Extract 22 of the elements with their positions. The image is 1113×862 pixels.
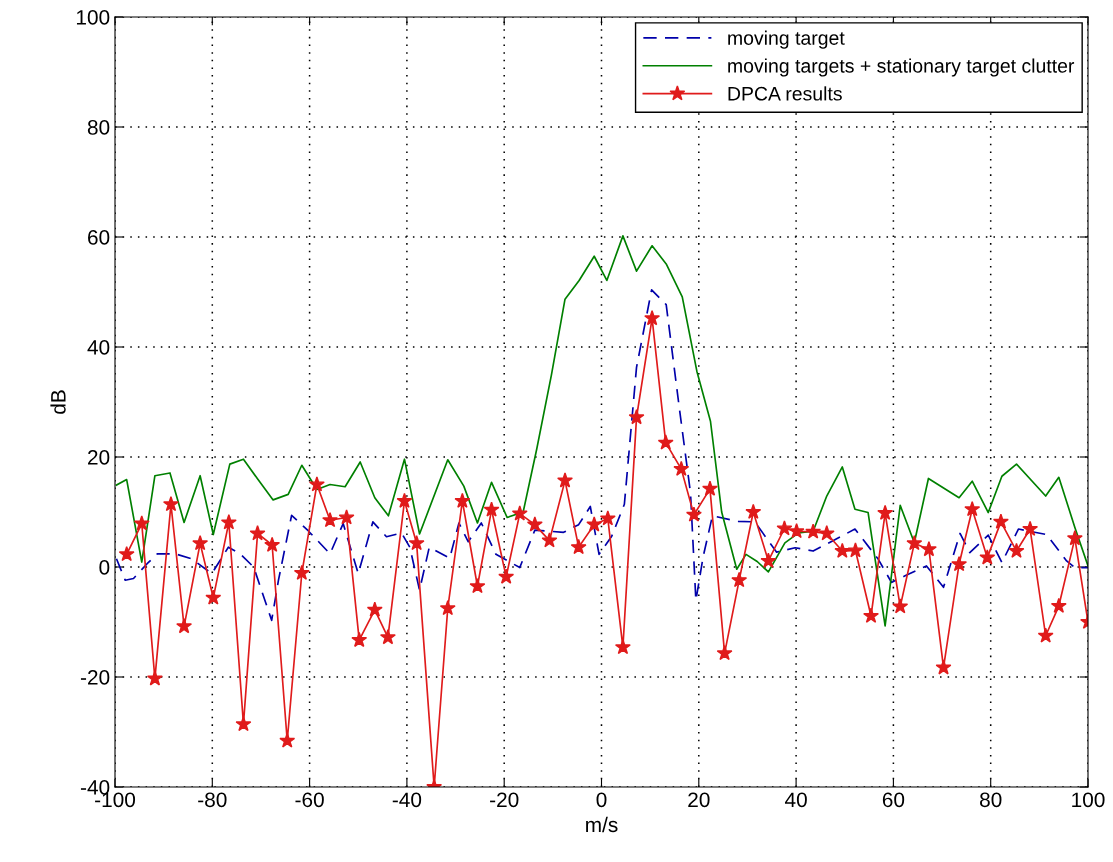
x-tick-label: -60 <box>295 792 324 808</box>
y-tick-label: -20 <box>80 670 110 685</box>
legend-label: moving targets + stationary target clutter <box>728 58 1075 77</box>
legend-label: moving target <box>728 30 845 49</box>
x-tick-label: 0 <box>596 792 607 808</box>
x-tick-label: 80 <box>980 792 1002 808</box>
x-tick-label: 100 <box>1072 792 1105 808</box>
y-tick-label: 80 <box>87 120 110 135</box>
x-axis-title: m/s <box>586 816 618 833</box>
x-tick-label: 20 <box>688 792 710 808</box>
x-tick-label: 60 <box>882 792 905 808</box>
y-tick-label: 20 <box>88 450 110 465</box>
x-tick-label: 40 <box>784 792 807 808</box>
y-tick-label: 0 <box>99 560 110 575</box>
y-tick-label: 100 <box>76 10 110 25</box>
y-tick-label: 40 <box>87 340 110 355</box>
x-tick-label: -80 <box>198 792 227 808</box>
legend-label: DPCA results <box>728 86 842 101</box>
x-tick-label: -20 <box>490 792 519 808</box>
x-tick-label: -40 <box>392 792 422 808</box>
y-axis-title: dB <box>50 390 66 414</box>
y-tick-label: 60 <box>88 230 110 245</box>
